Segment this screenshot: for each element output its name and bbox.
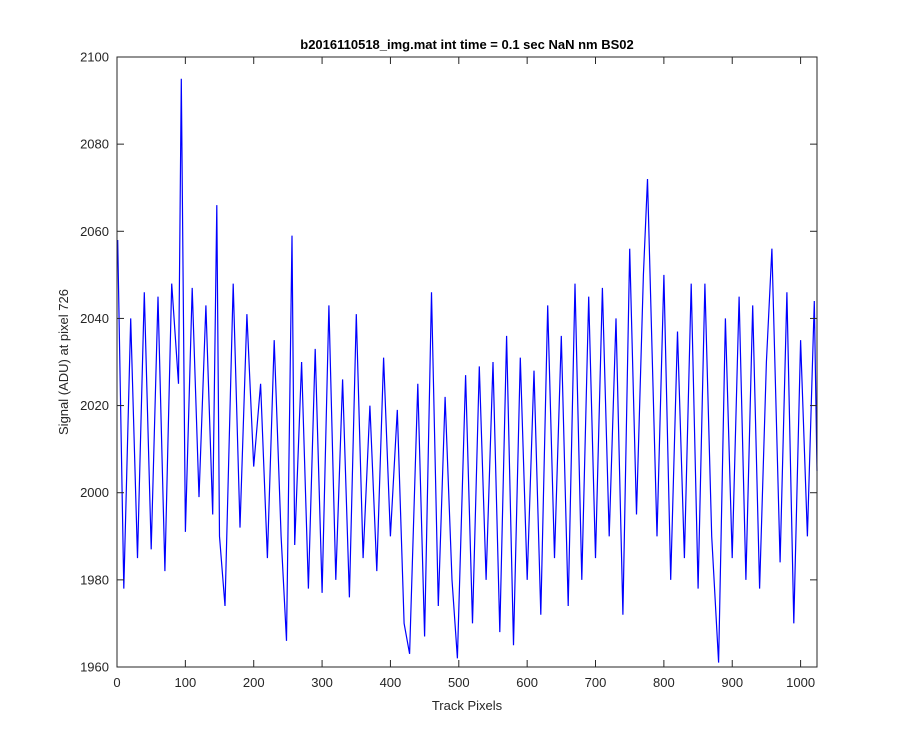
- y-tick-label: 2040: [80, 311, 109, 326]
- x-axis-label: Track Pixels: [432, 698, 503, 713]
- series-line-1: [117, 78, 818, 663]
- x-axis-ticks: 0 100 200 300 400 500 600 700 800 900 1000: [113, 57, 815, 690]
- plot-area: [117, 57, 817, 667]
- y-axis-label: Signal (ADU) at pixel 726: [56, 289, 71, 435]
- y-tick-label: 1980: [80, 572, 109, 587]
- x-tick-label: 0: [113, 675, 120, 690]
- x-tick-label: 700: [585, 675, 607, 690]
- y-tick-label: 2060: [80, 224, 109, 239]
- chart-title: b2016110518_img.mat int time = 0.1 sec N…: [300, 37, 633, 52]
- y-axis-ticks: 1960 1980 2000 2020 2040 2060 2080 2100: [80, 50, 817, 675]
- x-tick-label: 1000: [786, 675, 815, 690]
- y-tick-label: 2080: [80, 137, 109, 152]
- y-tick-label: 2100: [80, 50, 109, 65]
- x-tick-label: 500: [448, 675, 470, 690]
- x-tick-label: 400: [380, 675, 402, 690]
- y-tick-label: 1960: [80, 660, 109, 675]
- y-tick-label: 2020: [80, 398, 109, 413]
- axes-layer: [116, 56, 818, 668]
- x-tick-label: 800: [653, 675, 675, 690]
- x-tick-label: 100: [175, 675, 197, 690]
- x-tick-label: 200: [243, 675, 265, 690]
- x-tick-label: 900: [721, 675, 743, 690]
- plot-background: [117, 57, 817, 667]
- y-tick-label: 2000: [80, 485, 109, 500]
- axes-box: [116, 56, 818, 668]
- x-tick-label: 600: [516, 675, 538, 690]
- x-tick-label: 300: [311, 675, 333, 690]
- series-layer: [117, 78, 818, 663]
